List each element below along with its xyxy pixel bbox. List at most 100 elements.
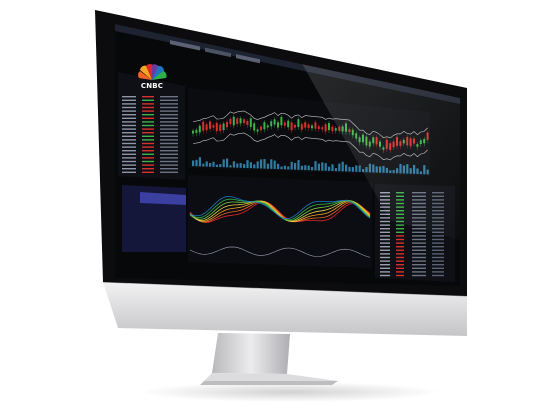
volume-bars <box>192 157 429 175</box>
volume-bar <box>294 163 297 170</box>
watchlist-row-value <box>142 99 154 101</box>
watchlist-row-label <box>122 142 136 145</box>
book-row-time <box>432 238 444 241</box>
volume-bar <box>314 161 317 171</box>
candle-body <box>321 127 324 130</box>
book-row-price <box>380 267 390 269</box>
book-row-total <box>412 271 426 273</box>
watchlist-row-value <box>142 142 154 145</box>
candle-body <box>311 125 313 129</box>
volume-bar <box>236 163 239 168</box>
book-row-price <box>380 220 390 223</box>
book-row-total <box>412 253 426 255</box>
watchlist-row-change <box>160 157 178 159</box>
book-row-size <box>396 238 404 241</box>
volume-bar <box>331 164 334 172</box>
book-row-total <box>412 235 426 237</box>
volume-bar <box>198 157 201 167</box>
candle-body <box>277 122 279 128</box>
watchlist-row-label <box>122 171 136 173</box>
candle-body <box>328 123 330 131</box>
candle-body <box>243 119 245 123</box>
watchlist-row-label <box>122 99 136 101</box>
book-row-size <box>396 231 404 233</box>
book-row-time <box>432 274 444 277</box>
candle-body <box>324 124 327 132</box>
volume-bar <box>283 165 286 170</box>
book-row-price <box>380 213 390 215</box>
watchlist-row-label <box>122 96 136 98</box>
candle-body <box>280 116 283 126</box>
watchlist-row-label <box>122 139 136 141</box>
watchlist-row-change <box>160 117 178 119</box>
candle-body <box>266 125 269 128</box>
watchlist-row-value <box>142 146 154 148</box>
candle-body <box>334 128 337 131</box>
volume-bar <box>328 166 331 171</box>
book-row-size <box>396 253 404 255</box>
book-row-price <box>380 249 390 251</box>
book-row-price <box>380 271 390 273</box>
watchlist-row-label <box>122 132 136 134</box>
volume-bar <box>243 164 246 168</box>
book-row-price <box>380 253 390 255</box>
volume-bar <box>358 165 361 172</box>
ribbon-line <box>189 200 371 223</box>
watchlist-row-change <box>160 150 178 152</box>
candle-body <box>212 125 215 128</box>
candle-body <box>253 123 256 131</box>
volume-bar <box>205 161 208 167</box>
watchlist-row-change <box>160 153 178 155</box>
watchlist-row-label <box>122 153 136 155</box>
volume-bar <box>277 163 280 170</box>
volume-bar <box>311 167 314 171</box>
candle-body <box>236 118 239 124</box>
candle-body <box>239 118 242 124</box>
watchlist-row-label <box>122 103 136 105</box>
book-row-size <box>396 249 404 251</box>
book-row-price <box>380 224 390 226</box>
candle-body <box>307 124 310 128</box>
watchlist-row-value <box>142 128 154 130</box>
candle-body <box>294 124 296 128</box>
candle-body <box>304 122 307 128</box>
watchlist-row-value <box>142 132 154 134</box>
book-row-size <box>396 224 404 226</box>
watchlist-row-label <box>122 150 136 152</box>
volume-bar <box>287 166 290 170</box>
book-row-size <box>396 267 404 269</box>
watchlist-row-change <box>160 146 178 148</box>
watchlist-row-change <box>160 128 178 130</box>
watchlist-row-value <box>142 135 154 137</box>
book-row-total <box>412 267 426 269</box>
watchlist-row-change <box>160 110 178 112</box>
watchlist-panel <box>118 72 185 180</box>
book-row-size <box>396 274 404 277</box>
volume-bar <box>280 166 283 170</box>
watchlist-row-label <box>122 135 136 137</box>
candle-body <box>270 121 273 127</box>
candle-body <box>226 122 228 128</box>
book-row-price <box>380 242 390 244</box>
volume-bar <box>229 165 232 168</box>
book-row-price <box>380 217 390 219</box>
book-row-total <box>412 228 426 230</box>
ribbon-line <box>189 201 371 223</box>
candle-body <box>192 130 194 134</box>
watchlist-row-value <box>142 117 154 119</box>
book-row-price <box>380 246 390 248</box>
watchlist-row-label <box>122 117 136 119</box>
book-row-size <box>396 246 404 248</box>
book-row-time <box>432 242 444 244</box>
volume-bar <box>195 159 198 167</box>
book-row-price <box>380 235 390 237</box>
book-row-time <box>432 264 444 266</box>
screen <box>115 24 460 286</box>
watchlist-row-value <box>142 157 154 159</box>
candle-body <box>300 124 303 130</box>
watchlist-row-value <box>142 110 154 112</box>
watchlist-row-change <box>160 103 178 105</box>
volume-bar <box>297 160 300 170</box>
candle-body <box>287 120 290 128</box>
